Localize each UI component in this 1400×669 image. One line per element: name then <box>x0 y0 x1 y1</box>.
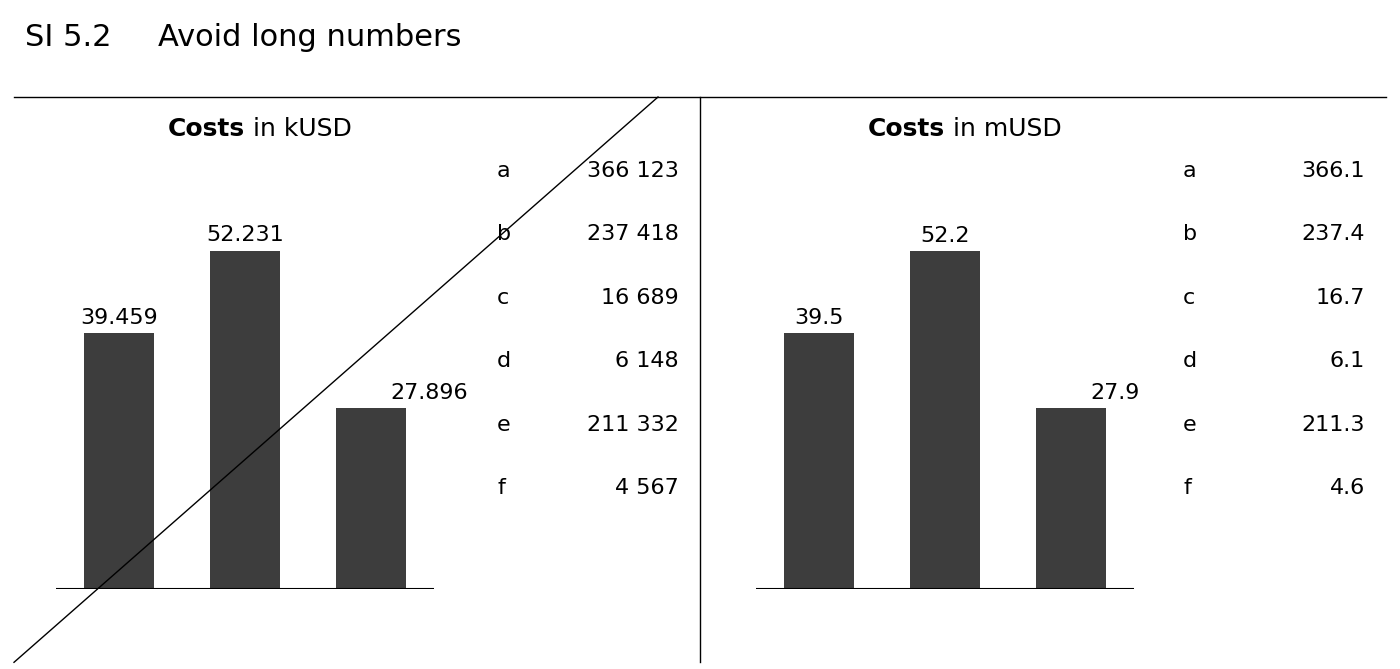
Text: Costs: Costs <box>868 117 945 141</box>
Text: Costs: Costs <box>168 117 245 141</box>
Text: b: b <box>497 224 511 244</box>
Text: 6.1: 6.1 <box>1330 351 1365 371</box>
Text: 16 689: 16 689 <box>601 288 679 308</box>
Text: b: b <box>1183 224 1197 244</box>
Text: a: a <box>497 161 511 181</box>
Text: c: c <box>1183 288 1196 308</box>
Bar <box>210 251 280 589</box>
Text: 27.9: 27.9 <box>1091 383 1140 403</box>
Text: 211.3: 211.3 <box>1302 415 1365 435</box>
Text: 366.1: 366.1 <box>1302 161 1365 181</box>
Text: d: d <box>1183 351 1197 371</box>
Text: in kUSD: in kUSD <box>245 117 351 141</box>
Text: e: e <box>497 415 511 435</box>
Text: e: e <box>1183 415 1197 435</box>
Text: f: f <box>1183 478 1191 498</box>
Text: 27.896: 27.896 <box>389 383 468 403</box>
Text: 39.5: 39.5 <box>794 308 844 328</box>
Bar <box>1036 408 1106 589</box>
Text: 16.7: 16.7 <box>1316 288 1365 308</box>
Text: d: d <box>497 351 511 371</box>
Text: 39.459: 39.459 <box>80 308 158 328</box>
Text: 366 123: 366 123 <box>587 161 679 181</box>
Text: 6 148: 6 148 <box>616 351 679 371</box>
Text: 211 332: 211 332 <box>587 415 679 435</box>
Text: in mUSD: in mUSD <box>945 117 1061 141</box>
Text: SI 5.2: SI 5.2 <box>25 23 112 52</box>
Text: 4.6: 4.6 <box>1330 478 1365 498</box>
Text: 4 567: 4 567 <box>615 478 679 498</box>
Text: a: a <box>1183 161 1197 181</box>
Bar <box>84 333 154 589</box>
Text: Avoid long numbers: Avoid long numbers <box>119 23 462 52</box>
Text: 52.231: 52.231 <box>206 225 284 246</box>
Text: f: f <box>497 478 505 498</box>
Bar <box>910 251 980 589</box>
Text: c: c <box>497 288 510 308</box>
Bar <box>784 333 854 589</box>
Text: 52.2: 52.2 <box>920 225 970 246</box>
Bar <box>336 408 406 589</box>
Text: 237.4: 237.4 <box>1302 224 1365 244</box>
Text: 237 418: 237 418 <box>587 224 679 244</box>
